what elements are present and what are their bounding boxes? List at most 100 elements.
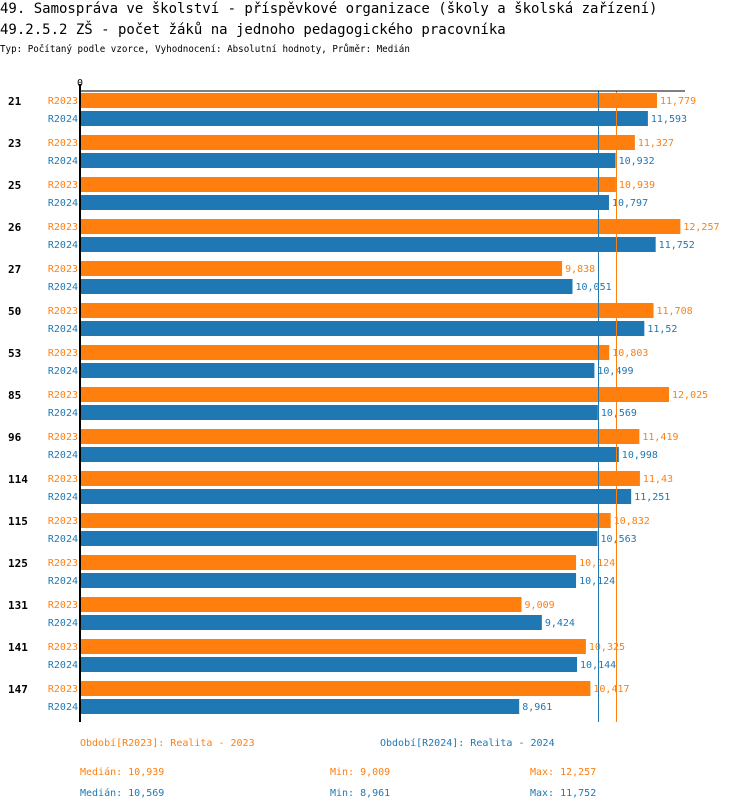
bar-r2023 xyxy=(81,597,522,612)
bar-r2023 xyxy=(81,219,681,234)
stat-min-r2024: Min: 8,961 xyxy=(330,788,391,799)
bar-r2024 xyxy=(81,573,577,588)
series-label-r2024: R2024 xyxy=(48,114,78,125)
category-label: 141 xyxy=(8,641,28,654)
series-label-r2024: R2024 xyxy=(48,534,78,545)
series-label-r2023: R2023 xyxy=(48,138,78,149)
legend-r2023: Období[R2023]: Realita - 2023 xyxy=(80,738,255,749)
data-label-r2024: 10,797 xyxy=(612,198,648,209)
series-label-r2023: R2023 xyxy=(48,96,78,107)
bar-r2023 xyxy=(81,93,657,108)
data-label-r2023: 11,327 xyxy=(638,138,674,149)
stat-min-r2023: Min: 9,009 xyxy=(330,767,391,778)
series-label-r2023: R2023 xyxy=(48,642,78,653)
bar-r2024 xyxy=(81,615,542,630)
data-label-r2023: 9,009 xyxy=(525,600,555,611)
series-label-r2024: R2024 xyxy=(48,450,78,461)
data-label-r2023: 11,779 xyxy=(660,96,696,107)
data-label-r2023: 10,417 xyxy=(593,684,629,695)
bar-r2023 xyxy=(81,387,670,402)
category-label: 23 xyxy=(8,137,21,150)
bar-r2023 xyxy=(81,639,586,654)
data-label-r2023: 10,124 xyxy=(579,558,615,569)
data-label-r2024: 9,424 xyxy=(545,618,575,629)
data-label-r2023: 10,325 xyxy=(589,642,625,653)
stat-max-r2023: Max: 12,257 xyxy=(530,767,597,778)
bar-r2023 xyxy=(81,555,577,570)
bar-r2023 xyxy=(81,261,563,276)
category-label: 147 xyxy=(8,683,28,696)
data-label-r2024: 8,961 xyxy=(522,702,552,713)
category-label: 85 xyxy=(8,389,21,402)
stat-median-r2023: Medián: 10,939 xyxy=(80,767,165,778)
bar-r2024 xyxy=(81,363,595,378)
bar-r2023 xyxy=(81,177,616,192)
category-label: 25 xyxy=(8,179,21,192)
data-label-r2023: 11,419 xyxy=(642,432,678,443)
series-label-r2024: R2024 xyxy=(48,702,78,713)
category-label: 53 xyxy=(8,347,21,360)
chart-subtitle: 49.2.5.2 ZŠ - počet žáků na jednoho peda… xyxy=(0,22,506,38)
series-label-r2023: R2023 xyxy=(48,348,78,359)
data-label-r2024: 10,563 xyxy=(601,534,637,545)
series-label-r2024: R2024 xyxy=(48,618,78,629)
data-label-r2023: 11,708 xyxy=(657,306,693,317)
bar-r2024 xyxy=(81,237,656,252)
series-label-r2023: R2023 xyxy=(48,264,78,275)
category-label: 27 xyxy=(8,263,21,276)
stat-median-r2024: Medián: 10,569 xyxy=(80,788,165,799)
bar-r2024 xyxy=(81,699,520,714)
bar-r2024 xyxy=(81,657,578,672)
series-label-r2024: R2024 xyxy=(48,324,78,335)
data-label-r2024: 10,932 xyxy=(619,156,655,167)
category-label: 50 xyxy=(8,305,21,318)
data-label-r2024: 11,52 xyxy=(647,324,677,335)
series-label-r2024: R2024 xyxy=(48,240,78,251)
chart-meta-info: Typ: Počítaný podle vzorce, Vyhodnocení:… xyxy=(0,44,410,55)
data-label-r2024: 11,593 xyxy=(651,114,687,125)
series-label-r2024: R2024 xyxy=(48,156,78,167)
data-label-r2024: 10,124 xyxy=(579,576,615,587)
legend-r2024: Období[R2024]: Realita - 2024 xyxy=(380,738,555,749)
category-label: 21 xyxy=(8,95,22,108)
series-label-r2023: R2023 xyxy=(48,390,78,401)
data-label-r2023: 12,257 xyxy=(683,222,719,233)
series-label-r2024: R2024 xyxy=(48,660,78,671)
data-label-r2024: 10,569 xyxy=(601,408,637,419)
bar-r2024 xyxy=(81,447,619,462)
series-label-r2024: R2024 xyxy=(48,198,78,209)
bar-r2024 xyxy=(81,153,616,168)
data-label-r2024: 11,752 xyxy=(659,240,695,251)
bar-r2024 xyxy=(81,279,573,294)
series-label-r2023: R2023 xyxy=(48,600,78,611)
bar-r2024 xyxy=(81,531,598,546)
series-label-r2024: R2024 xyxy=(48,492,78,503)
category-label: 131 xyxy=(8,599,28,612)
series-label-r2023: R2023 xyxy=(48,684,78,695)
data-label-r2024: 10,051 xyxy=(575,282,611,293)
category-label: 26 xyxy=(8,221,22,234)
series-label-r2023: R2023 xyxy=(48,474,78,485)
series-label-r2024: R2024 xyxy=(48,366,78,377)
data-label-r2023: 10,939 xyxy=(619,180,655,191)
bar-r2023 xyxy=(81,135,635,150)
data-label-r2023: 10,803 xyxy=(612,348,648,359)
series-label-r2023: R2023 xyxy=(48,558,78,569)
bar-r2024 xyxy=(81,321,645,336)
category-label: 114 xyxy=(8,473,28,486)
series-label-r2023: R2023 xyxy=(48,180,78,191)
data-label-r2023: 9,838 xyxy=(565,264,595,275)
bar-r2023 xyxy=(81,681,591,696)
data-label-r2024: 11,251 xyxy=(634,492,670,503)
data-label-r2023: 12,025 xyxy=(672,390,708,401)
bar-r2023 xyxy=(81,471,640,486)
bar-r2024 xyxy=(81,405,598,420)
bar-r2024 xyxy=(81,195,609,210)
bar-r2023 xyxy=(81,345,610,360)
category-label: 125 xyxy=(8,557,28,570)
chart-main-title: 49. Samospráva ve školství - příspěvkové… xyxy=(0,1,658,17)
bar-r2023 xyxy=(81,513,611,528)
data-label-r2024: 10,499 xyxy=(597,366,633,377)
x-tick-label: 0 xyxy=(77,78,83,89)
bar-r2023 xyxy=(81,429,640,444)
